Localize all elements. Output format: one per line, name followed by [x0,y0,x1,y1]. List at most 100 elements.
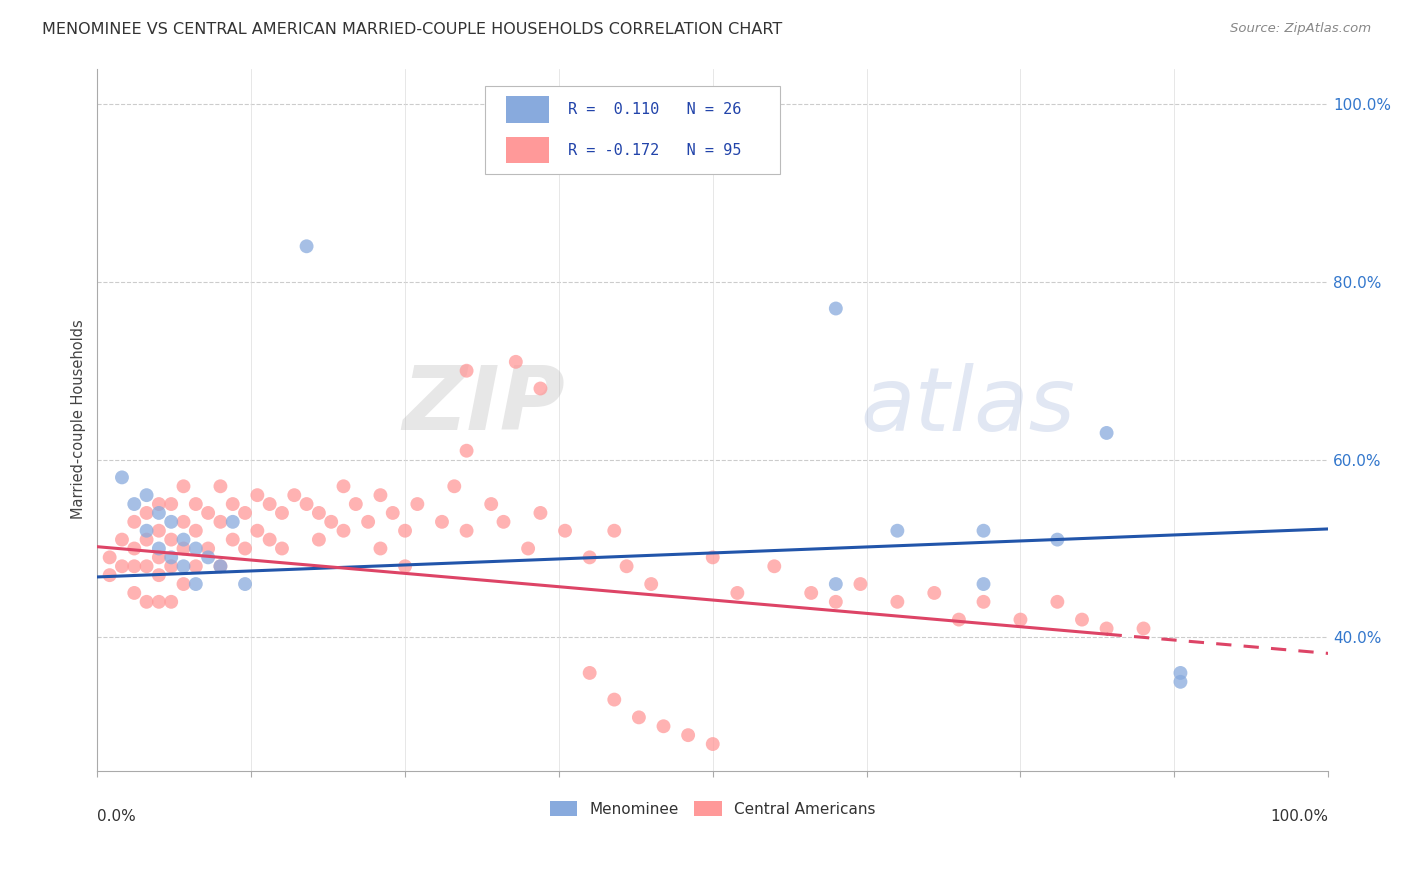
Point [332,479,354,493]
FancyBboxPatch shape [485,86,780,174]
Point [283,488,305,502]
Text: atlas: atlas [860,362,1076,449]
Point [124,559,146,574]
Point [233,541,256,556]
Point [492,515,515,529]
Point [529,506,551,520]
Point [209,559,232,574]
Point [135,524,157,538]
Point [370,488,392,502]
Point [124,586,146,600]
Point [148,568,170,582]
Point [173,577,195,591]
Point [973,595,995,609]
Point [456,364,478,378]
Point [271,541,294,556]
Point [271,506,294,520]
Point [197,506,219,520]
Point [332,524,354,538]
Point [505,355,527,369]
Point [295,497,318,511]
Point [370,541,392,556]
Text: R =  0.110   N = 26: R = 0.110 N = 26 [568,103,741,117]
Point [1071,613,1094,627]
Point [209,479,232,493]
Point [148,541,170,556]
Point [197,550,219,565]
Point [763,559,786,574]
Point [148,595,170,609]
Point [1170,674,1192,689]
Point [517,541,540,556]
Point [148,550,170,565]
Point [948,613,970,627]
Point [430,515,453,529]
Point [184,497,207,511]
Point [554,524,576,538]
Point [308,506,330,520]
Point [135,488,157,502]
Point [135,506,157,520]
Point [222,497,245,511]
Point [394,559,416,574]
Point [111,559,134,574]
Point [886,595,908,609]
Point [246,488,269,502]
Point [233,577,256,591]
Point [1010,613,1032,627]
Y-axis label: Married-couple Households: Married-couple Households [72,319,86,519]
Point [233,506,256,520]
Text: MENOMINEE VS CENTRAL AMERICAN MARRIED-COUPLE HOUSEHOLDS CORRELATION CHART: MENOMINEE VS CENTRAL AMERICAN MARRIED-CO… [42,22,782,37]
Point [209,515,232,529]
Point [1132,622,1154,636]
Point [640,577,662,591]
Point [394,524,416,538]
Point [184,524,207,538]
Point [529,382,551,396]
Point [148,524,170,538]
Point [357,515,380,529]
Point [578,550,600,565]
Point [652,719,675,733]
Point [922,586,945,600]
Point [824,595,846,609]
Point [124,497,146,511]
Point [173,479,195,493]
Point [135,559,157,574]
Point [173,533,195,547]
Point [702,550,724,565]
Point [111,470,134,484]
Point [135,595,157,609]
Point [98,550,121,565]
Point [824,577,846,591]
Point [259,497,281,511]
Point [148,506,170,520]
Text: Source: ZipAtlas.com: Source: ZipAtlas.com [1230,22,1371,36]
Point [222,533,245,547]
Point [1095,425,1118,440]
Point [160,595,183,609]
Point [209,559,232,574]
Text: 100.0%: 100.0% [1270,809,1329,824]
Legend: Menominee, Central Americans: Menominee, Central Americans [544,795,882,822]
Point [259,533,281,547]
Point [344,497,367,511]
Point [381,506,404,520]
Point [295,239,318,253]
Point [849,577,872,591]
Point [1095,622,1118,636]
Point [627,710,650,724]
Point [124,515,146,529]
Point [184,541,207,556]
Point [973,577,995,591]
Point [173,515,195,529]
Point [160,559,183,574]
Point [148,497,170,511]
Text: R = -0.172   N = 95: R = -0.172 N = 95 [568,143,741,158]
Point [246,524,269,538]
Point [98,568,121,582]
Point [222,515,245,529]
Point [456,443,478,458]
Point [1170,665,1192,680]
Point [197,541,219,556]
